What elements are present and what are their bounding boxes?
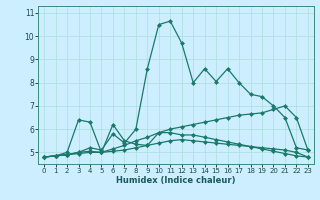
X-axis label: Humidex (Indice chaleur): Humidex (Indice chaleur)	[116, 176, 236, 185]
